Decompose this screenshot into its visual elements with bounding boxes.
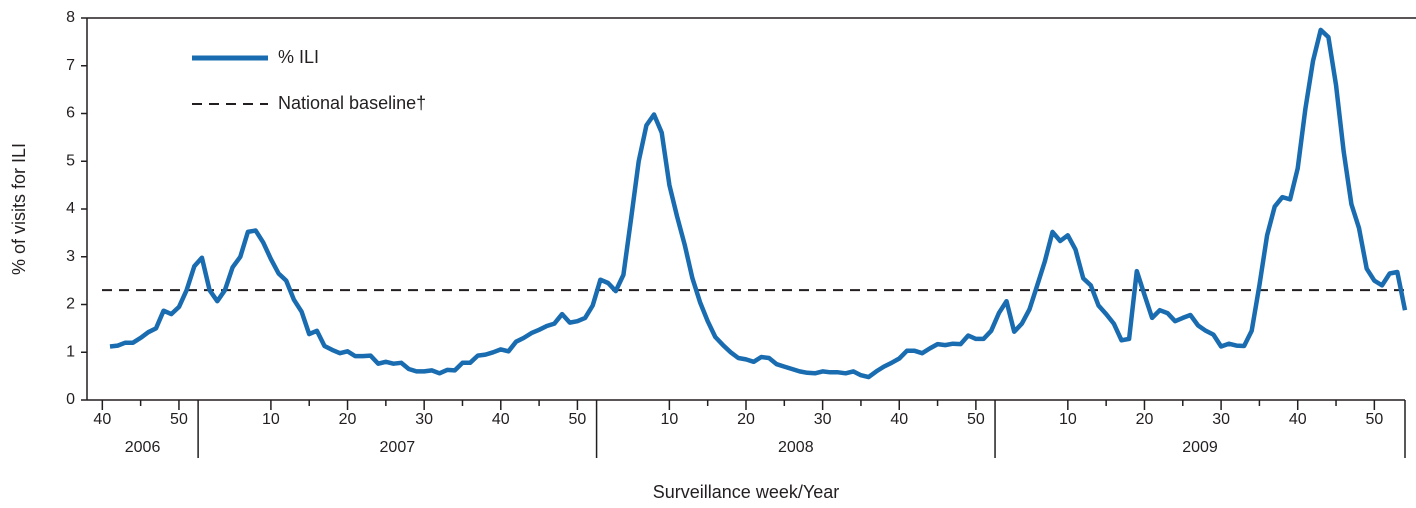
y-tick-label: 3 <box>66 248 75 265</box>
y-tick-label: 1 <box>66 343 75 360</box>
x-tick-label: 10 <box>262 411 280 428</box>
x-tick-label: 20 <box>737 411 755 428</box>
data-line <box>109 27 1408 380</box>
y-tick-label: 6 <box>66 105 75 122</box>
x-tick-label: 10 <box>1059 411 1077 428</box>
year-label: 2008 <box>778 439 814 456</box>
x-tick-label: 50 <box>170 411 188 428</box>
legend-label: % ILI <box>278 47 319 67</box>
year-label: 2007 <box>380 439 416 456</box>
x-tick-label: 50 <box>569 411 587 428</box>
year-label: 2006 <box>125 439 161 456</box>
x-axis-title: Surveillance week/Year <box>653 482 839 502</box>
x-tick-label: 50 <box>967 411 985 428</box>
x-tick-label: 50 <box>1365 411 1383 428</box>
x-tick-label: 30 <box>814 411 832 428</box>
x-tick-label: 40 <box>890 411 908 428</box>
y-axis-title: % of visits for ILI <box>9 143 29 275</box>
y-tick-label: 5 <box>66 152 75 169</box>
x-tick-label: 20 <box>1136 411 1154 428</box>
y-tick-label: 4 <box>66 200 75 217</box>
x-tick-label: 10 <box>660 411 678 428</box>
y-tick-label: 0 <box>66 391 75 408</box>
x-tick-label: 30 <box>1212 411 1230 428</box>
year-label: 2009 <box>1182 439 1218 456</box>
y-tick-label: 7 <box>66 57 75 74</box>
x-tick-label: 20 <box>339 411 357 428</box>
y-tick-label: 2 <box>66 296 75 313</box>
x-tick-label: 40 <box>93 411 111 428</box>
y-tick-label: 8 <box>66 9 75 26</box>
x-tick-label: 40 <box>1289 411 1307 428</box>
legend-label: National baseline† <box>278 93 426 113</box>
x-tick-label: 40 <box>492 411 510 428</box>
x-tick-label: 30 <box>415 411 433 428</box>
